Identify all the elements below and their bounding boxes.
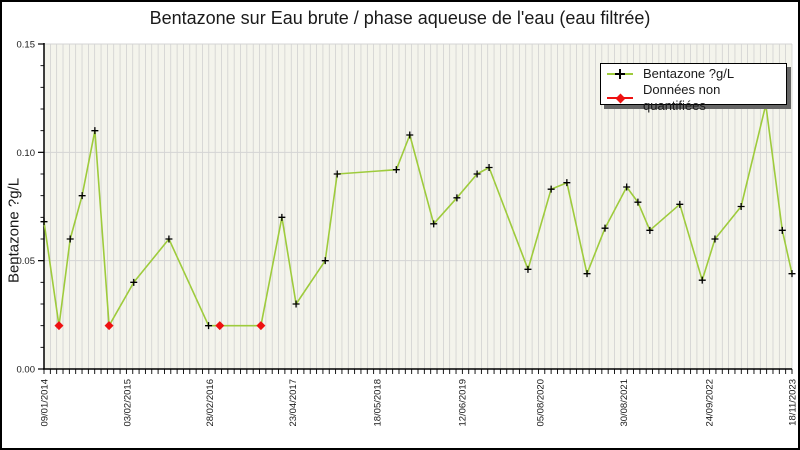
data-point-marker xyxy=(430,220,438,228)
legend-label-bentazone: Bentazone ?g/L xyxy=(643,66,735,81)
data-point-marker xyxy=(634,198,642,206)
x-tick-label: 30/08/2021 xyxy=(619,379,630,427)
data-point-marker xyxy=(676,200,684,208)
data-point-marker xyxy=(40,218,48,226)
bentazone-data-line xyxy=(43,103,793,327)
data-point-marker xyxy=(278,213,286,221)
unquantified-point-marker xyxy=(256,321,266,331)
y-tick-label: 0.10 xyxy=(17,148,36,159)
data-point-marker xyxy=(78,192,86,200)
x-tick-label: 18/11/2023 xyxy=(788,379,799,426)
legend-item-unquantified: Données non quantifiées xyxy=(607,82,780,114)
data-point-marker xyxy=(601,224,609,232)
y-tick-label: 0.15 xyxy=(17,40,36,51)
data-point-marker xyxy=(205,322,213,330)
data-point-marker xyxy=(406,131,414,139)
data-point-marker xyxy=(392,166,400,174)
data-point-marker xyxy=(130,278,138,286)
x-tick-label: 28/02/2016 xyxy=(205,379,216,427)
y-tick-label: 0.05 xyxy=(17,256,36,267)
x-tick-label: 09/01/2014 xyxy=(40,379,51,427)
y-tick-label: 0.00 xyxy=(17,365,36,376)
data-point-marker xyxy=(66,235,74,243)
data-point-marker xyxy=(321,257,329,265)
data-point-marker xyxy=(646,226,654,234)
data-point-marker xyxy=(583,270,591,278)
y-axis-label: Bentazone ?g/L xyxy=(5,177,23,284)
unquantified-series-marker-icon xyxy=(607,92,633,104)
x-tick-label: 12/06/2019 xyxy=(458,379,469,427)
data-point-marker xyxy=(698,276,706,284)
x-tick-label: 03/02/2015 xyxy=(123,379,134,427)
data-point-marker xyxy=(547,185,555,193)
data-point-marker xyxy=(711,235,719,243)
data-point-marker xyxy=(453,194,461,202)
x-tick-label: 05/08/2020 xyxy=(535,379,546,427)
bentazone-series-marker-icon xyxy=(607,68,633,80)
data-point-marker xyxy=(788,270,796,278)
data-point-marker xyxy=(165,235,173,243)
data-point-marker xyxy=(485,164,493,171)
x-tick-label: 23/04/2017 xyxy=(288,379,299,427)
data-point-marker xyxy=(91,127,99,135)
data-point-marker xyxy=(292,300,300,308)
data-point-marker xyxy=(778,226,786,234)
data-point-marker xyxy=(333,170,341,178)
data-point-marker xyxy=(623,183,631,191)
data-point-marker xyxy=(473,170,481,178)
legend-label-unquantified: Données non quantifiées xyxy=(643,82,721,113)
unquantified-point-marker xyxy=(104,321,114,331)
chart-title: Bentazone sur Eau brute / phase aqueuse … xyxy=(149,8,651,28)
legend-item-bentazone: Bentazone ?g/L xyxy=(607,66,780,82)
data-point-marker xyxy=(563,179,571,187)
unquantified-point-marker xyxy=(54,321,64,331)
x-tick-label: 24/09/2022 xyxy=(704,379,715,427)
data-point-marker xyxy=(737,203,745,210)
data-point-marker xyxy=(524,265,532,273)
legend: Bentazone ?g/L Données non quantifiées xyxy=(600,63,787,113)
unquantified-point-marker xyxy=(215,321,225,331)
x-tick-label: 18/05/2018 xyxy=(372,379,383,427)
